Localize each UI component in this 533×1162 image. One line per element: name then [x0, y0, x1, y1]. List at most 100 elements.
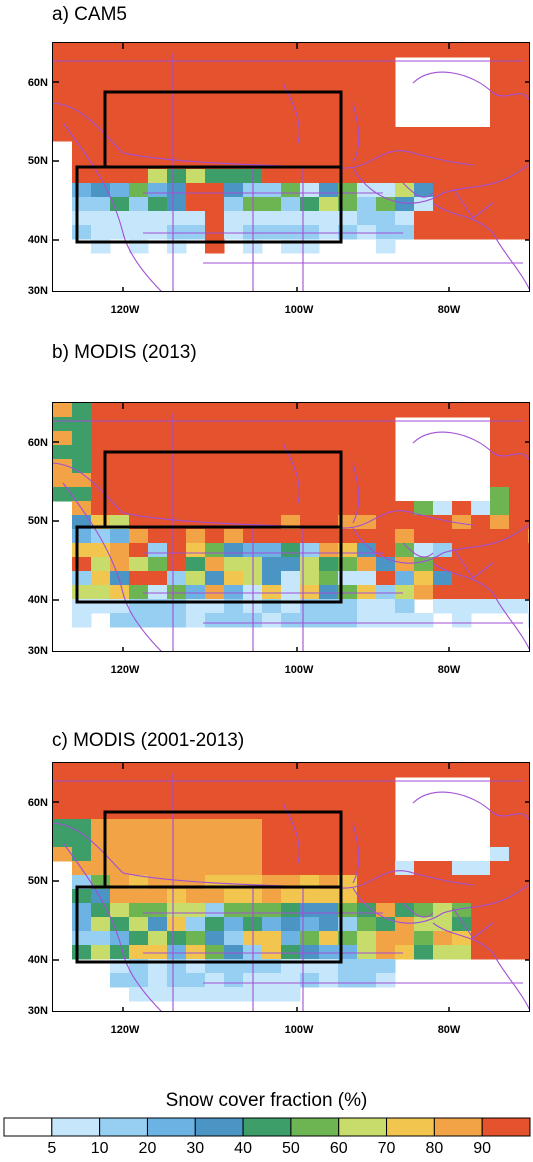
grid-cell [167, 225, 187, 240]
grid-cell [91, 197, 111, 212]
grid-cell [338, 487, 358, 502]
grid-cell [528, 431, 529, 446]
grid-cell [452, 403, 472, 418]
grid-cell [338, 959, 358, 974]
grid-cell [262, 183, 282, 198]
grid-cell [148, 987, 168, 1002]
grid-cell [319, 487, 339, 502]
grid-cell [262, 945, 282, 960]
grid-cell [509, 43, 529, 58]
grid-cell [129, 99, 149, 114]
grid-cell [509, 487, 529, 502]
grid-cell [319, 557, 339, 572]
grid-cell [433, 529, 453, 544]
grid-cell [338, 445, 358, 460]
lon-tick-120w-c: 120W [110, 1024, 140, 1036]
grid-cell [262, 987, 282, 1002]
grid-cell [528, 763, 529, 778]
grid-cell [205, 791, 225, 806]
grid-cell [509, 473, 529, 488]
grid-cell [262, 763, 282, 778]
grid-cell [53, 43, 73, 58]
grid-cell [319, 71, 339, 86]
grid-cell [414, 903, 434, 918]
grid-cell [129, 211, 149, 226]
grid-cell [205, 127, 225, 142]
grid-cell [186, 861, 206, 876]
grid-cell [53, 777, 73, 792]
grid-cell [528, 805, 529, 820]
grid-cell [148, 931, 168, 946]
grid-cell [91, 417, 111, 432]
grid-cell [300, 43, 320, 58]
grid-cell [319, 777, 339, 792]
grid-cell [338, 225, 358, 240]
grid-cell [72, 777, 92, 792]
grid-cell [110, 71, 130, 86]
grid-cell [338, 903, 358, 918]
grid-cell [509, 917, 529, 932]
grid-cell [262, 613, 282, 628]
grid-cell [262, 127, 282, 142]
lat-tick-40n-a: 40N [27, 234, 48, 246]
region-box-south [75, 165, 343, 244]
grid-cell [490, 875, 510, 890]
grid-cell [300, 459, 320, 474]
grid-cell [167, 763, 187, 778]
boundary-line [62, 482, 162, 651]
grid-cell [281, 847, 301, 862]
grid-cell [110, 183, 130, 198]
grid-cell [281, 417, 301, 432]
grid-cell [433, 875, 453, 890]
grid-cell [319, 585, 339, 600]
grid-cell [148, 169, 168, 184]
grid-cell [148, 431, 168, 446]
grid-cell [91, 571, 111, 586]
grid-cell [167, 819, 187, 834]
grid-cell [509, 931, 529, 946]
grid-cell [376, 417, 396, 432]
grid-cell [129, 777, 149, 792]
grid-cell [167, 183, 187, 198]
grid-cell [91, 459, 111, 474]
grid-cell [262, 403, 282, 418]
grid-cell [319, 141, 339, 156]
grid-cell [91, 861, 111, 876]
grid-cell [224, 487, 244, 502]
grid-cell [91, 763, 111, 778]
grid-cell [281, 543, 301, 558]
panel-title-c: c) MODIS (2001-2013) [52, 730, 245, 751]
grid-cell [433, 571, 453, 586]
grid-cell [110, 973, 130, 988]
grid-cell [281, 459, 301, 474]
grid-cell [148, 211, 168, 226]
grid-cell [110, 763, 130, 778]
grid-cell [110, 777, 130, 792]
boundary-line [342, 510, 474, 529]
colorbar-swatch [481, 1117, 531, 1137]
grid-cell [357, 613, 377, 628]
grid-cell [243, 459, 263, 474]
grid-cell [490, 819, 510, 834]
grid-cell [395, 571, 415, 586]
grid-cell [72, 473, 92, 488]
grid-cell [186, 585, 206, 600]
grid-cell [509, 777, 529, 792]
grid-cell [205, 473, 225, 488]
grid-cell [72, 459, 92, 474]
grid-cell [528, 113, 529, 128]
grid-cell [243, 127, 263, 142]
grid-cell [148, 71, 168, 86]
grid-cell [376, 487, 396, 502]
grid-cell [509, 847, 529, 862]
grid-cell [319, 225, 339, 240]
grid-cell [357, 403, 377, 418]
grid-cell [414, 585, 434, 600]
grid-cell [205, 169, 225, 184]
grid-cell [129, 459, 149, 474]
grid-cell [91, 43, 111, 58]
grid-cell [357, 585, 377, 600]
grid-cell [319, 847, 339, 862]
grid-cell [357, 557, 377, 572]
grid-cell [528, 43, 529, 58]
